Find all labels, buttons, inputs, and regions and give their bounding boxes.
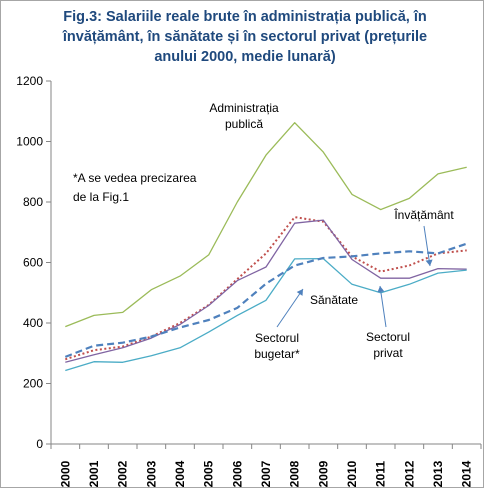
note-line-1: de la Fig.1 xyxy=(73,190,129,204)
annotation-arrow-2 xyxy=(379,285,387,328)
series-label-4-line-0: Sectorul xyxy=(366,330,410,344)
series-label-4-line-1: privat xyxy=(373,346,403,360)
x-tick-label: 2004 xyxy=(173,460,187,487)
title-line-1: Fig.3: Salariile reale brute în administ… xyxy=(63,9,427,25)
series-label-0-line-1: publică xyxy=(225,117,263,131)
x-tick-label: 2005 xyxy=(202,460,216,487)
annotation-arrowhead-2 xyxy=(377,286,385,293)
y-tick-label: 600 xyxy=(23,256,43,270)
x-tick-label: 2012 xyxy=(402,460,416,487)
annotation-arrowhead-0 xyxy=(425,259,433,266)
x-tick-label: 2000 xyxy=(58,460,72,487)
annotation-arrow-1 xyxy=(276,288,304,328)
series-label-2-line-1: bugetar* xyxy=(254,347,300,361)
y-tick-label: 400 xyxy=(23,316,43,330)
series-line-1 xyxy=(64,216,467,361)
series-label-3-line-0: Sănătate xyxy=(310,293,358,307)
x-tick-label: 2007 xyxy=(259,460,273,487)
title-line-2: învățământ, în sănătate și în sectorul p… xyxy=(62,29,428,45)
y-tick-label: 0 xyxy=(36,437,43,451)
y-tick-label: 1200 xyxy=(16,74,43,88)
x-tick-label: 2001 xyxy=(87,460,101,487)
chart-title: Fig.3: Salariile reale brute în administ… xyxy=(30,7,460,67)
x-tick-label: 2009 xyxy=(316,460,330,487)
y-tick-label: 800 xyxy=(23,195,43,209)
series-label-2-line-0: Sectorul xyxy=(255,331,299,345)
series-line-2 xyxy=(65,219,467,363)
series-line-4 xyxy=(64,242,468,358)
x-tick-label: 2008 xyxy=(288,460,302,487)
x-tick-label: 2014 xyxy=(460,460,474,487)
note-line-0: *A se vedea precizarea xyxy=(73,171,197,185)
annotation-arrow-0 xyxy=(423,225,431,267)
x-tick-label: 2010 xyxy=(345,460,359,487)
y-tick-label: 1000 xyxy=(16,135,43,149)
x-tick-label: 2003 xyxy=(144,460,158,487)
series-line-0 xyxy=(65,122,467,328)
series-line-3 xyxy=(65,257,467,372)
series-label-0-line-0: Administrația xyxy=(209,101,279,115)
y-tick-label: 200 xyxy=(23,377,43,391)
x-tick-label: 2013 xyxy=(431,460,445,487)
x-tick-label: 2002 xyxy=(116,460,130,487)
x-tick-label: 2006 xyxy=(230,460,244,487)
title-line-3: anului 2000, medie lunară) xyxy=(154,49,336,65)
annotation-arrowhead-1 xyxy=(296,289,303,296)
x-tick-label: 2011 xyxy=(374,461,388,487)
series-label-1-line-0: Învățământ xyxy=(393,207,454,222)
